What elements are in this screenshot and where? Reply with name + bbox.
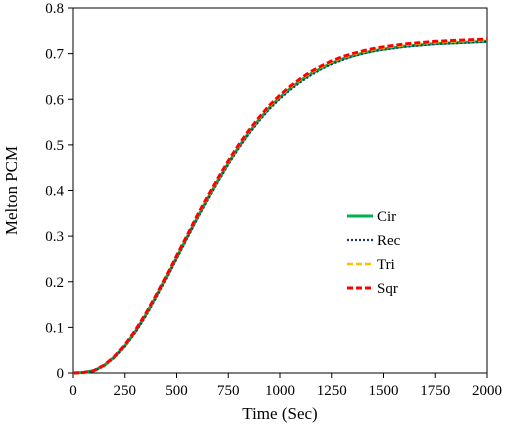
series-line-tri xyxy=(72,38,488,375)
y-tick-label: 0.8 xyxy=(45,1,64,17)
x-tick-label: 2000 xyxy=(472,383,502,399)
series-layer xyxy=(72,37,488,375)
x-tick-label: 250 xyxy=(114,383,137,399)
legend-label-cir: Cir xyxy=(377,209,396,225)
x-tick-label: 500 xyxy=(165,383,188,399)
x-tick-label: 1000 xyxy=(265,383,295,399)
y-tick-label: 0.4 xyxy=(45,184,64,200)
legend-label-tri: Tri xyxy=(377,257,395,273)
y-tick-label: 0.2 xyxy=(45,275,64,291)
series-line-rec xyxy=(72,40,488,375)
x-tick-label: 750 xyxy=(217,383,240,399)
series-line-sqr xyxy=(72,37,488,375)
y-tick-label: 0 xyxy=(57,366,65,382)
y-tick-label: 0.5 xyxy=(45,138,64,154)
y-tick-label: 0.1 xyxy=(45,320,64,336)
y-tick-label: 0.6 xyxy=(45,92,64,108)
x-tick-label: 1750 xyxy=(420,383,450,399)
plot-area xyxy=(72,7,488,374)
x-tick-label: 1500 xyxy=(369,383,399,399)
x-tick-label: 1250 xyxy=(317,383,347,399)
y-axis-label: Melton PCM xyxy=(2,146,21,235)
plot-frame xyxy=(72,7,488,374)
legend-label-sqr: Sqr xyxy=(377,281,398,297)
legend-label-rec: Rec xyxy=(377,233,401,249)
legend: Cir Rec Tri Sqr xyxy=(347,209,401,297)
y-tick-label: 0.7 xyxy=(45,47,64,63)
x-axis-label: Time (Sec) xyxy=(242,404,317,423)
y-tick-label: 0.3 xyxy=(45,229,64,245)
x-tick-label: 0 xyxy=(69,383,77,399)
axes: 0 250 500 750 1000 1250 1500 1750 2000 0 0.1 0.2 0.3… xyxy=(45,1,502,399)
series-line-cir xyxy=(72,39,488,375)
